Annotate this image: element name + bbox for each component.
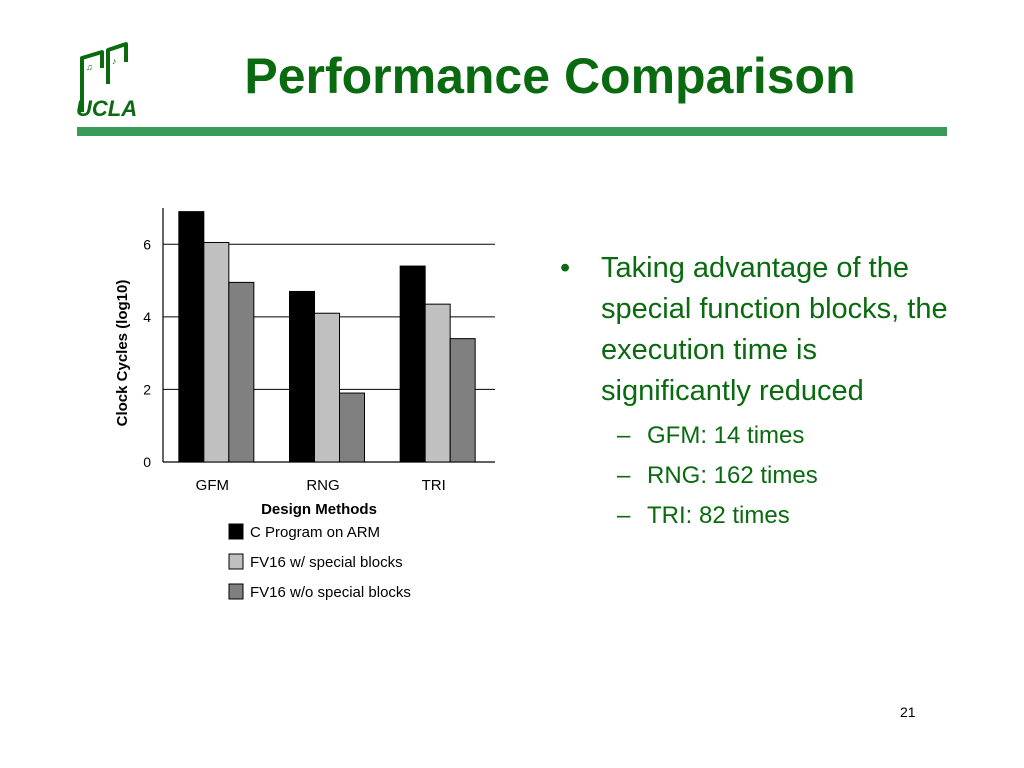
legend-swatch	[228, 583, 244, 600]
bar-rng-1	[289, 290, 315, 463]
title-rule	[77, 127, 947, 136]
legend-swatch	[228, 553, 244, 570]
x-axis-title: Design Methods	[261, 501, 377, 518]
bar-tri-1	[399, 265, 426, 463]
legend-label: C Program on ARM	[250, 524, 380, 541]
sub-bullet-mark: –	[617, 462, 631, 489]
ucla-logo: ♫ ♪ UCLA	[76, 42, 137, 120]
x-tick-label: RNG	[306, 477, 339, 494]
bullet-text: Taking advantage of the special function…	[601, 252, 948, 407]
legend-label: FV16 w/ special blocks	[250, 554, 403, 571]
sub-bullet-tri: – TRI: 82 times	[601, 496, 960, 536]
y-tick-label: 2	[143, 381, 151, 397]
y-axis-title: Clock Cycles (log10)	[114, 280, 131, 427]
bar-gfm-3	[228, 281, 255, 463]
sub-bullet-mark: –	[617, 422, 631, 449]
logo-note-right: ♪	[112, 56, 117, 66]
y-tick-label: 6	[143, 236, 151, 252]
logo-text: UCLA	[76, 96, 137, 120]
sub-bullet-gfm: – GFM: 14 times	[601, 416, 960, 456]
bullet-item: • Taking advantage of the special functi…	[560, 248, 960, 536]
logo-left-arch	[80, 50, 104, 112]
sub-bullet-text: GFM: 14 times	[647, 422, 805, 449]
bullet-mark: •	[560, 252, 571, 284]
bar-rng-3	[339, 392, 365, 463]
y-tick-label: 0	[143, 454, 151, 470]
slide-title: Performance Comparison	[244, 48, 856, 104]
bar-tri-3	[449, 338, 476, 463]
bar-chart: 0 2 4 6 GFM RNG TRI Design Methods Clock Cycles …	[114, 208, 495, 601]
page-number: 21	[900, 704, 916, 720]
sub-bullet-rng: – RNG: 162 times	[601, 456, 960, 496]
bar-gfm-1	[178, 211, 205, 463]
logo-right-arch	[106, 42, 128, 84]
bullet-list: • Taking advantage of the special functi…	[560, 248, 960, 536]
bar-rng-2	[314, 312, 340, 463]
bar-tri-2	[424, 303, 451, 463]
bar-gfm-2	[203, 241, 230, 463]
x-tick-label: GFM	[196, 477, 229, 494]
legend-label: FV16 w/o special blocks	[250, 584, 411, 601]
sub-bullet-text: TRI: 82 times	[647, 502, 790, 529]
logo-note-left: ♫	[86, 62, 93, 72]
sub-bullet-mark: –	[617, 502, 631, 529]
legend-swatch	[228, 523, 244, 540]
x-tick-label: TRI	[422, 477, 446, 494]
sub-bullet-text: RNG: 162 times	[647, 462, 818, 489]
y-tick-label: 4	[143, 309, 151, 325]
sub-bullet-list: – GFM: 14 times – RNG: 162 times – TRI: …	[601, 416, 960, 536]
